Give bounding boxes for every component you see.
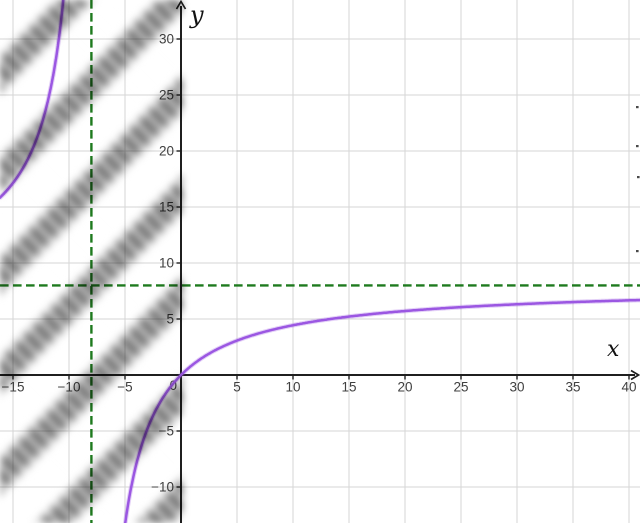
x-axis-label: x (607, 337, 620, 362)
x-tick-label: −10 (58, 380, 81, 395)
x-tick-label: 25 (453, 380, 468, 395)
y-tick-label: 10 (159, 256, 174, 271)
y-tick-label: 5 (166, 312, 174, 327)
x-tick-label: 15 (341, 380, 356, 395)
y-tick-label: 25 (159, 88, 174, 103)
x-tick-label: 30 (509, 380, 524, 395)
y-tick-label: −5 (159, 424, 174, 439)
edge-artifacts (636, 106, 640, 253)
x-tick-label: −15 (2, 380, 25, 395)
x-tick-label: 5 (233, 380, 241, 395)
y-tick-label: 20 (159, 144, 174, 159)
x-axis-arrow-icon (630, 369, 640, 381)
function-curve (122, 297, 640, 523)
y-tick-label: −10 (151, 480, 174, 495)
x-tick-label: 35 (565, 380, 580, 395)
x-tick-label: 10 (285, 380, 300, 395)
x-tick-label: 20 (397, 380, 412, 395)
x-tick-label: 40 (621, 380, 636, 395)
y-tick-label: 15 (159, 200, 174, 215)
y-axis-label: y (190, 1, 204, 29)
y-tick-label: 30 (159, 32, 174, 47)
x-tick-label: −5 (117, 380, 132, 395)
function-curve (0, 0, 66, 200)
